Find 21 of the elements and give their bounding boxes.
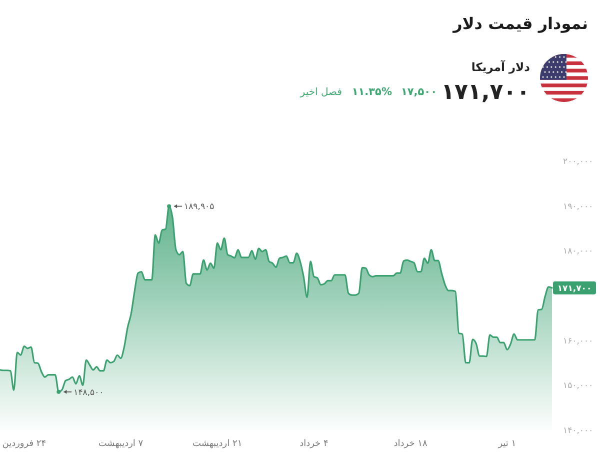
annotation: ۱۴۸,۵۰۰: [74, 388, 104, 398]
x-tick-label: ۲۴ فروردین: [2, 439, 46, 449]
text: ۱۱.۳۵%: [352, 86, 392, 98]
x-tick-label: ۷ اردیبهشت: [98, 439, 144, 449]
x-tick-label: ۴ خرداد: [300, 439, 328, 449]
text: فصل اخیر: [299, 87, 342, 98]
chart-title: نمودار قیمت دلار: [452, 14, 588, 33]
annotation: ۱۸۹,۹۰۵: [184, 202, 215, 212]
y-tick-label: ۱۴۰,۰۰۰: [563, 426, 594, 436]
y-tick-label: ۱۸۰,۰۰۰: [563, 246, 594, 257]
x-tick-label: ۲۱ اردیبهشت: [192, 439, 242, 449]
chart-subtitle: دلار آمریکا: [471, 60, 530, 74]
text: ۱۷۱,۷۰۰: [557, 284, 592, 294]
y-tick-label: ۱۹۰,۰۰۰: [563, 202, 594, 212]
y-tick-label: ۱۶۰,۰۰۰: [563, 336, 594, 346]
y-tick-label: ۱۵۰,۰۰۰: [563, 381, 594, 392]
x-tick-label: ۱۸ خرداد: [394, 439, 428, 449]
text: ۱۷۱,۷۰۰: [441, 80, 530, 105]
y-tick-label: ۲۰۰,۰۰۰: [563, 156, 594, 167]
text: ۱۷,۵۰۰: [400, 86, 437, 98]
x-tick-label: ۱ تیر: [497, 439, 516, 449]
